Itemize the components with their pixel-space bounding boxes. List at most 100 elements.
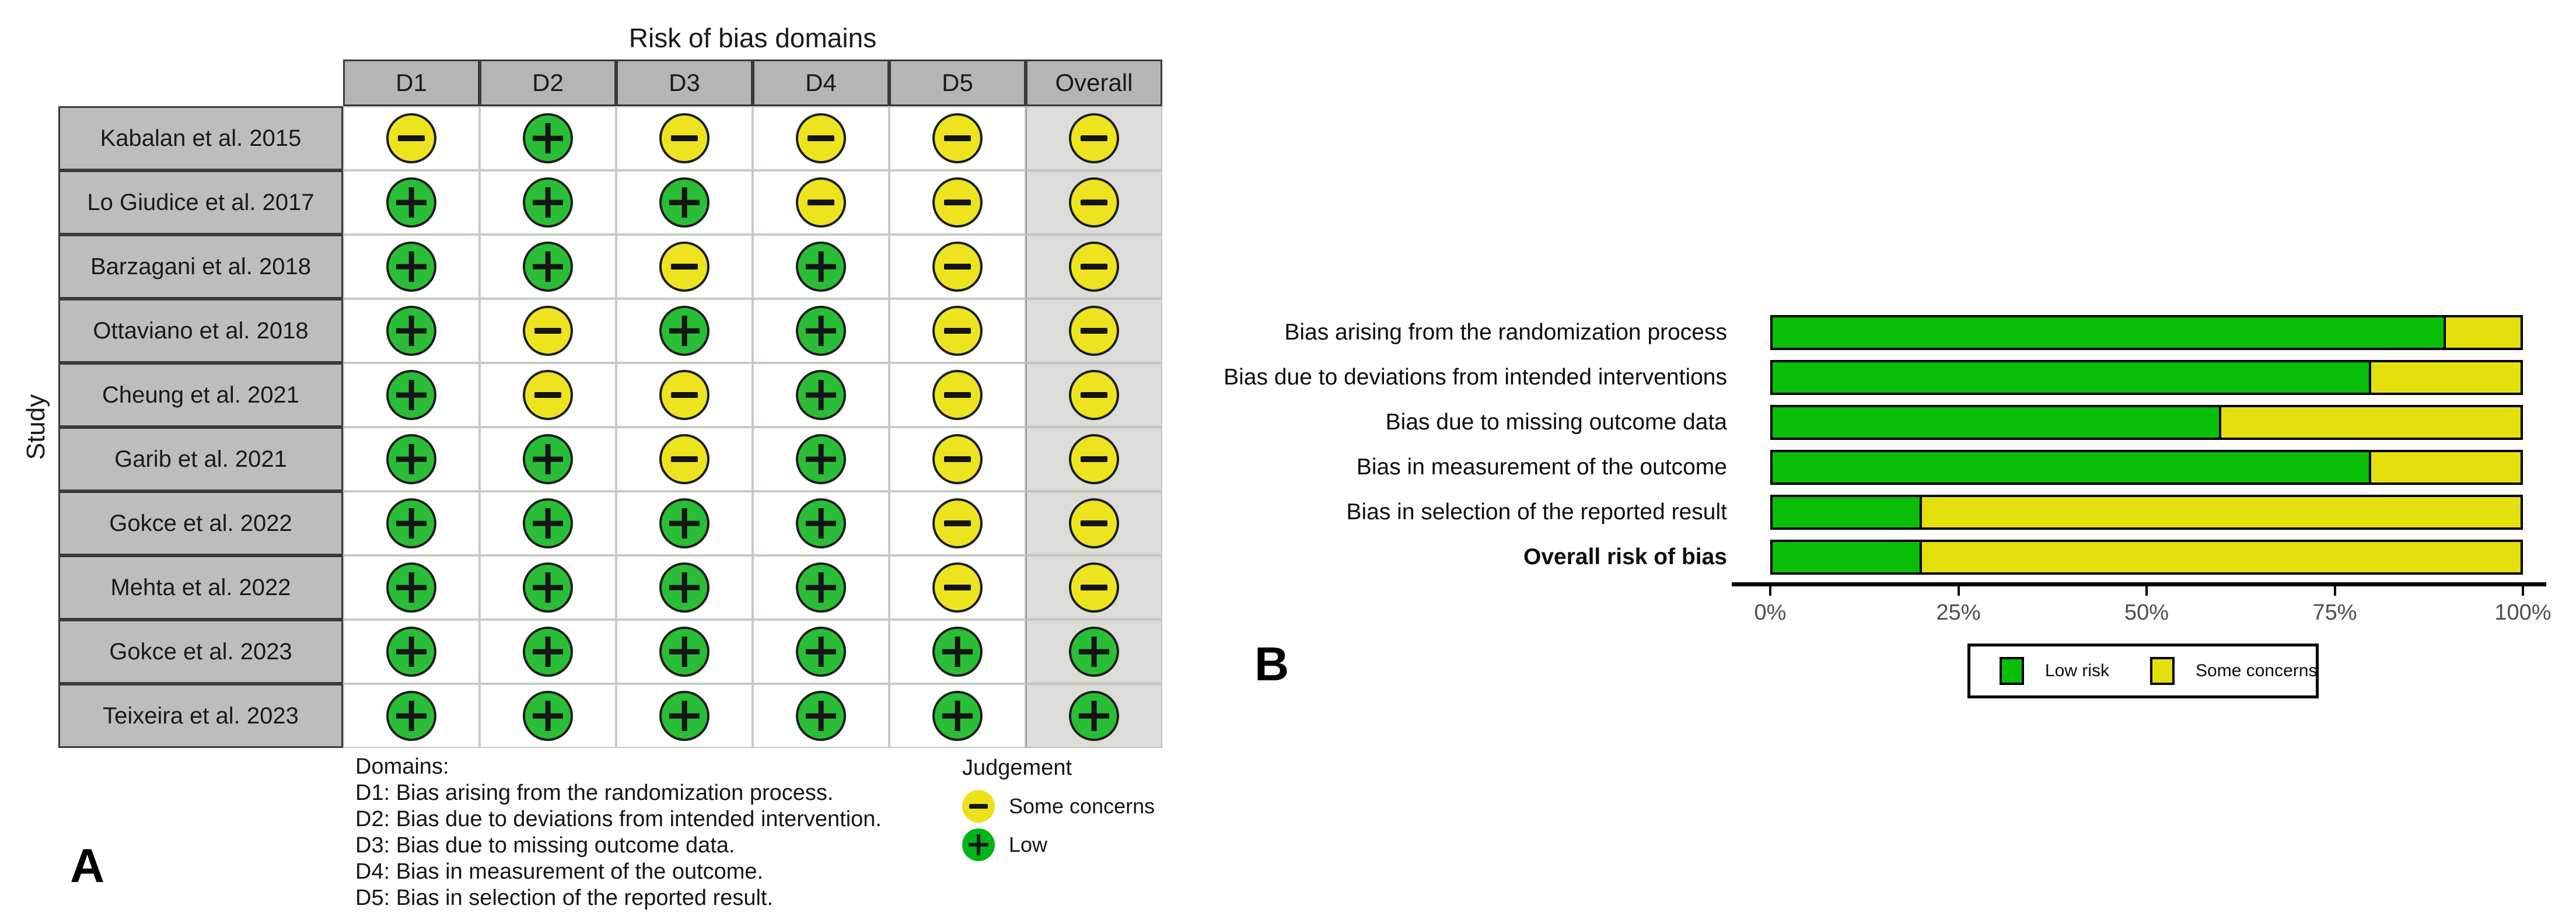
judgement-legend-title: Judgement bbox=[962, 756, 1072, 780]
study-name-cell: Garib et al. 2021 bbox=[58, 427, 343, 491]
low-risk-icon bbox=[796, 242, 846, 292]
domain-header-row: D1 D2 D3 D4 D5 Overall bbox=[343, 60, 1162, 106]
some-concerns-segment bbox=[2371, 362, 2521, 393]
some-concerns-icon bbox=[932, 498, 983, 548]
judgement-cell bbox=[889, 106, 1026, 170]
stacked-bar bbox=[1770, 450, 2523, 485]
judgement-cell bbox=[616, 427, 753, 491]
some-concerns-icon bbox=[932, 434, 983, 484]
minus-symbol bbox=[1080, 456, 1108, 462]
minus-symbol bbox=[1080, 520, 1108, 526]
some-concerns-icon bbox=[659, 370, 709, 420]
plus-symbol bbox=[806, 316, 836, 345]
judgement-cell bbox=[889, 684, 1026, 748]
low-risk-icon bbox=[659, 627, 709, 677]
panel-label-a: A bbox=[70, 840, 105, 893]
plus-symbol bbox=[396, 444, 426, 474]
plus-symbol bbox=[1079, 637, 1109, 666]
overall-judgement-cell bbox=[1026, 684, 1162, 748]
low-risk-icon bbox=[659, 498, 709, 548]
plus-symbol bbox=[806, 251, 836, 281]
legend-item: Some concerns bbox=[962, 790, 1155, 823]
column-header: Overall bbox=[1026, 60, 1162, 106]
minus-symbol bbox=[943, 328, 971, 334]
legend-item-label: Some concerns bbox=[2196, 661, 2318, 680]
some-concerns-icon bbox=[932, 562, 983, 613]
low-risk-icon bbox=[659, 562, 709, 613]
plus-symbol bbox=[396, 637, 426, 666]
minus-symbol bbox=[807, 135, 835, 141]
minus-symbol bbox=[670, 135, 698, 141]
study-name-cell: Teixeira et al. 2023 bbox=[58, 684, 343, 748]
plus-symbol bbox=[806, 380, 836, 410]
judgement-cell bbox=[343, 235, 480, 299]
plus-symbol bbox=[533, 123, 562, 153]
minus-symbol bbox=[943, 135, 971, 141]
judgement-cell bbox=[889, 427, 1026, 491]
study-axis-label: Study bbox=[22, 394, 50, 460]
judgement-cell bbox=[889, 235, 1026, 299]
low-risk-icon bbox=[386, 242, 436, 292]
some-concerns-icon bbox=[386, 113, 436, 163]
plus-symbol bbox=[942, 637, 972, 666]
low-risk-icon bbox=[796, 691, 846, 741]
table-row: Barzagani et al. 2018 bbox=[58, 235, 1162, 299]
judgement-cell bbox=[480, 427, 616, 491]
low-risk-icon bbox=[523, 498, 573, 548]
judgement-cell bbox=[616, 684, 753, 748]
low-risk-icon bbox=[386, 177, 436, 228]
judgement-cell bbox=[616, 106, 753, 170]
judgement-cell bbox=[616, 620, 753, 684]
some-concerns-segment bbox=[2445, 317, 2521, 348]
some-concerns-icon bbox=[932, 113, 983, 163]
plus-symbol bbox=[396, 380, 426, 410]
minus-symbol bbox=[943, 392, 971, 398]
some-concerns-icon bbox=[523, 306, 573, 356]
low-risk-segment bbox=[1773, 317, 2446, 348]
overall-judgement-cell bbox=[1026, 555, 1162, 620]
plus-symbol bbox=[969, 834, 988, 856]
column-header: D2 bbox=[480, 60, 616, 106]
judgement-cell bbox=[889, 491, 1026, 555]
some-concerns-swatch-icon bbox=[2150, 657, 2175, 685]
table-row: Garib et al. 2021 bbox=[58, 427, 1162, 491]
judgement-legend: Judgement Some concerns Low bbox=[962, 756, 1155, 867]
judgement-cell bbox=[616, 363, 753, 427]
some-concerns-icon bbox=[1069, 498, 1119, 548]
low-risk-icon bbox=[386, 370, 436, 420]
judgement-cell bbox=[480, 106, 616, 170]
some-concerns-icon bbox=[1069, 370, 1119, 420]
some-concerns-segment bbox=[1922, 497, 2521, 527]
low-risk-segment bbox=[1773, 452, 2371, 483]
plus-symbol bbox=[533, 637, 562, 666]
judgement-cell bbox=[753, 491, 889, 555]
overall-judgement-cell bbox=[1026, 620, 1162, 684]
axis-tick-label: 0% bbox=[1754, 600, 1787, 625]
panel-label-b: B bbox=[1254, 638, 1289, 691]
traffic-light-table: D1 D2 D3 D4 D5 Overall Kabalan et al. 2015 Lo … bbox=[58, 60, 1162, 748]
bar-category-label: Overall risk of bias bbox=[1523, 544, 1727, 569]
minus-symbol bbox=[943, 456, 971, 462]
bar-category-label: Bias due to missing outcome data bbox=[1385, 410, 1727, 435]
column-header: D5 bbox=[889, 60, 1026, 106]
judgement-cell bbox=[889, 363, 1026, 427]
judgement-cell bbox=[343, 491, 480, 555]
low-risk-icon bbox=[523, 242, 573, 292]
some-concerns-segment bbox=[2371, 452, 2521, 483]
bar-category-label: Bias arising from the randomization proc… bbox=[1284, 320, 1727, 345]
low-risk-icon bbox=[386, 691, 436, 741]
legend-item: Low risk bbox=[2000, 657, 2109, 685]
table-row: Gokce et al. 2022 bbox=[58, 491, 1162, 555]
plus-symbol bbox=[396, 251, 426, 281]
judgement-cell bbox=[480, 363, 616, 427]
axis-tick-label: 100% bbox=[2494, 600, 2551, 625]
judgement-cell bbox=[343, 684, 480, 748]
judgement-cell bbox=[616, 491, 753, 555]
some-concerns-icon bbox=[932, 177, 983, 228]
low-risk-icon bbox=[796, 627, 846, 677]
minus-symbol bbox=[670, 264, 698, 270]
judgement-cell bbox=[753, 555, 889, 620]
table-row: Lo Giudice et al. 2017 bbox=[58, 170, 1162, 235]
minus-symbol bbox=[1080, 585, 1108, 590]
bar-category-label: Bias in measurement of the outcome bbox=[1356, 454, 1727, 480]
